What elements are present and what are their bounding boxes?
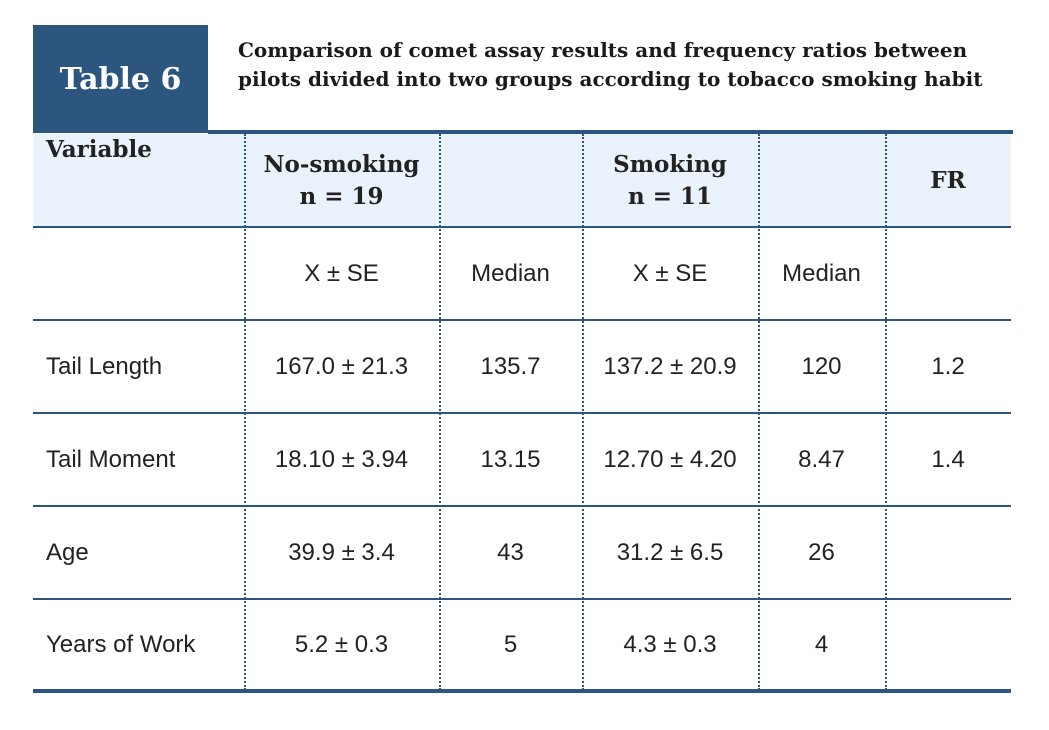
table-title: Comparison of comet assay results and fr…	[238, 38, 983, 91]
column-rule	[758, 134, 760, 690]
row-rule	[33, 689, 1011, 693]
header-background	[33, 134, 1011, 227]
row-rule	[33, 412, 1011, 414]
table-cell: 4	[814, 630, 829, 658]
column-rule	[885, 134, 887, 690]
column-header: Variable	[33, 134, 244, 227]
column-rule	[439, 134, 441, 690]
table-cell: 39.9 ± 3.4	[288, 538, 395, 566]
table-cell: 26	[808, 538, 835, 566]
column-rule	[244, 134, 246, 690]
column-rule	[582, 134, 584, 690]
table-cell: 18.10 ± 3.94	[274, 445, 409, 473]
column-label: FR	[930, 166, 966, 194]
row-rule	[33, 319, 1011, 321]
table-cell: 137.2 ± 20.9	[603, 352, 737, 380]
row-rule	[33, 226, 1011, 228]
row-rule	[33, 505, 1011, 507]
table-cell: 13.15	[480, 445, 541, 473]
table-cell: 167.0 ± 21.3	[274, 352, 409, 380]
column-label: Variable	[46, 136, 152, 163]
table-cell: 5.2 ± 0.3	[294, 630, 389, 658]
column-sublabel: n = 19	[299, 182, 384, 210]
table-cell: 1.4	[931, 445, 965, 473]
row-label: Years of Work	[46, 630, 196, 658]
row-label: Tail Moment	[46, 445, 176, 473]
table-cell: X ± SE	[632, 259, 708, 287]
table-cell: Median	[471, 259, 550, 287]
column-header: No-smoking n = 19	[244, 134, 439, 227]
column-label: Smoking	[613, 150, 727, 178]
table-cell: 135.7	[480, 352, 541, 380]
table-cell: 8.47	[798, 445, 845, 473]
table-label: Table 6	[33, 25, 208, 133]
table-cell: 1.2	[931, 352, 965, 380]
row-label: Age	[46, 538, 89, 566]
table-cell: 120	[801, 352, 842, 380]
table-cell: 4.3 ± 0.3	[623, 630, 717, 658]
table-cell: X ± SE	[304, 259, 379, 287]
title-rule	[208, 130, 1013, 134]
row-label: Tail Length	[46, 352, 163, 380]
column-label: No-smoking	[263, 150, 420, 178]
table-cell: 43	[497, 538, 524, 566]
table-cell: 12.70 ± 4.20	[603, 445, 737, 473]
table-cell: 5	[503, 630, 518, 658]
row-rule	[33, 598, 1011, 600]
table-cell: 31.2 ± 6.5	[616, 538, 724, 566]
column-header: FR	[885, 134, 1011, 227]
table-cell: Median	[782, 259, 861, 287]
column-header: Smoking n = 11	[582, 134, 758, 227]
column-sublabel: n = 11	[627, 182, 712, 210]
